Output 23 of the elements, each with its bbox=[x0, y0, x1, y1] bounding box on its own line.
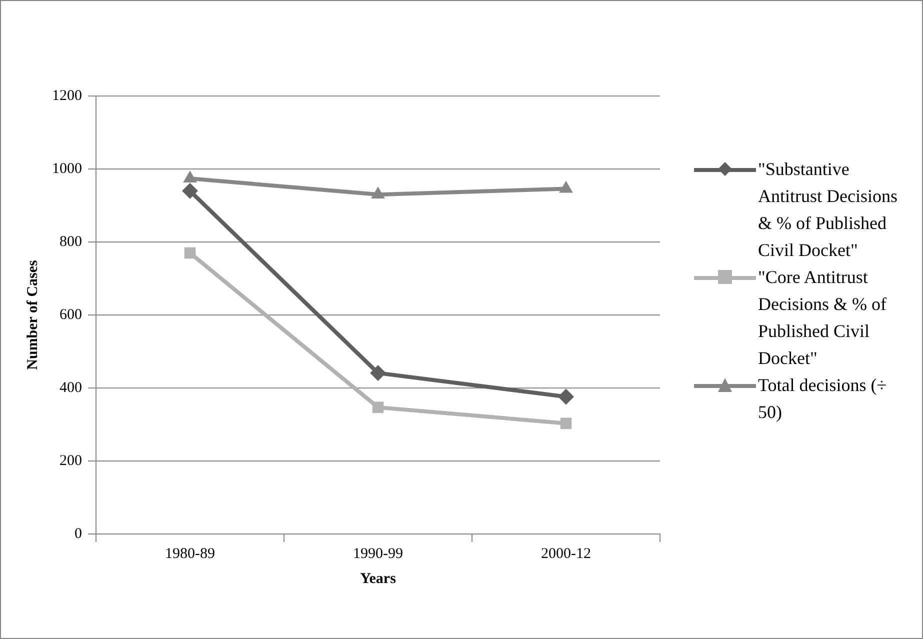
point bbox=[371, 186, 385, 199]
point bbox=[558, 388, 574, 405]
y-tick-label: 200 bbox=[60, 452, 82, 469]
y-tick-label: 800 bbox=[60, 234, 82, 250]
x-tick-label: 2000-12 bbox=[541, 546, 591, 562]
y-tick-label: 1200 bbox=[52, 88, 82, 104]
x-axis-title: Years bbox=[360, 570, 396, 587]
point bbox=[372, 402, 384, 413]
y-axis-title: Number of Cases bbox=[24, 260, 41, 370]
y-tick-label: 1000 bbox=[52, 160, 82, 177]
legend-label: "Core Antitrust Decisions & % of Published Civil Docket" bbox=[758, 267, 886, 368]
x-tick-label: 1980-89 bbox=[165, 546, 215, 562]
point bbox=[184, 247, 196, 259]
point bbox=[559, 180, 573, 193]
legend-label: Total decisions (÷ 50) bbox=[758, 375, 887, 422]
legend-label: "Substantive Antitrust Decisions & % of Published Civil Docket" bbox=[758, 159, 898, 260]
x-tick-label: 1990-99 bbox=[353, 546, 403, 562]
y-tick-label: 0 bbox=[74, 526, 82, 542]
y-tick-label: 600 bbox=[60, 306, 82, 323]
y-tick-label: 400 bbox=[60, 380, 82, 396]
point bbox=[183, 170, 197, 182]
point bbox=[560, 418, 572, 430]
point bbox=[370, 365, 386, 382]
